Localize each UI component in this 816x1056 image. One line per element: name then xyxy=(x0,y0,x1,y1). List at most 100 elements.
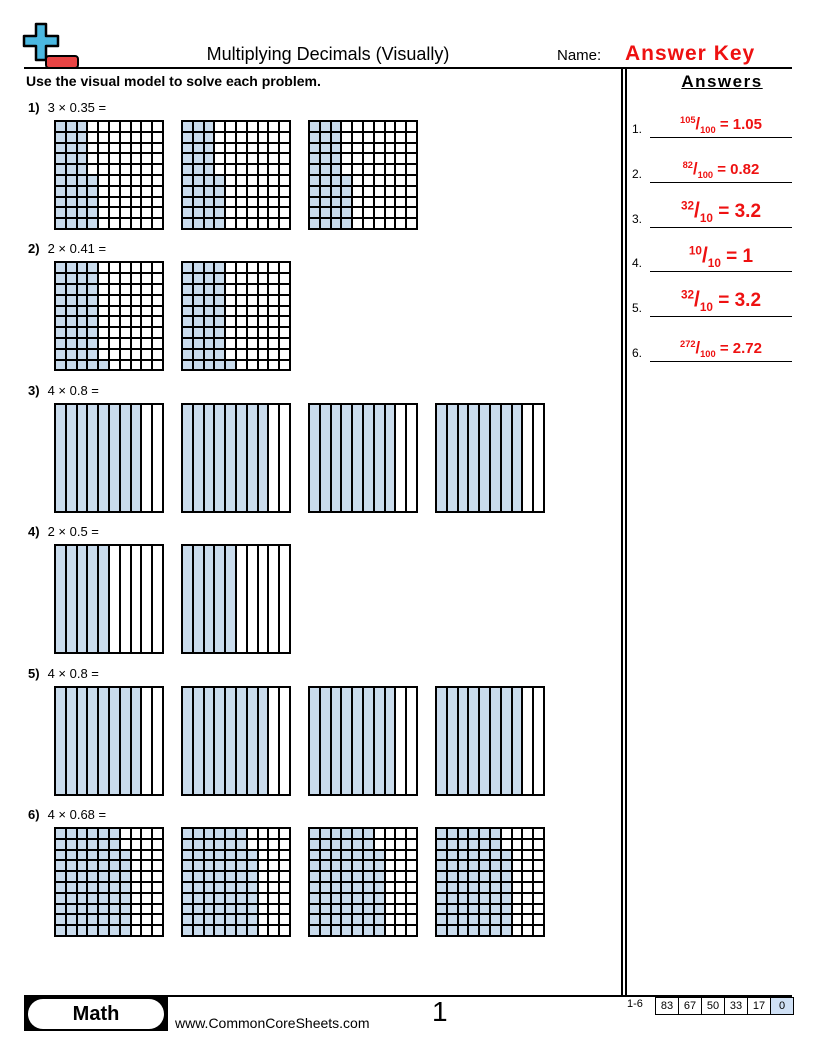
grid-cell xyxy=(87,327,99,338)
grid-cell xyxy=(214,828,226,839)
grid-cell xyxy=(522,828,534,839)
grid-cell xyxy=(214,327,226,338)
grid-cell xyxy=(330,207,342,219)
grid-cell xyxy=(98,185,109,197)
grid-strip xyxy=(436,686,447,795)
grid-cell xyxy=(511,882,523,893)
grid-cell xyxy=(76,838,88,850)
grid-cell xyxy=(268,882,280,893)
grid-strip xyxy=(55,403,66,512)
grid-cell xyxy=(152,305,163,317)
grid-cell xyxy=(395,175,407,186)
grid-cell xyxy=(352,925,363,936)
grid-cell xyxy=(352,121,363,132)
grid-cell xyxy=(309,903,320,915)
grid-cell xyxy=(395,218,407,229)
grid-cell xyxy=(203,153,215,165)
grid-strip xyxy=(479,403,490,512)
grid-cell xyxy=(55,273,66,284)
grid-cell xyxy=(246,218,258,229)
grid-strip xyxy=(268,403,280,512)
grid-cell xyxy=(236,860,247,872)
grid-cell xyxy=(533,892,544,904)
grid-cell xyxy=(395,185,407,197)
grid-cell xyxy=(119,359,131,371)
grid-strip xyxy=(257,545,269,654)
grid-cell xyxy=(395,828,407,839)
grid-cell xyxy=(511,860,523,872)
grid-cell xyxy=(257,196,269,208)
grid-cell xyxy=(152,327,163,338)
grid-cell xyxy=(395,207,407,219)
answer-line xyxy=(650,137,792,138)
grid-cell xyxy=(152,131,163,143)
grid-cell xyxy=(192,871,204,882)
grid-cell xyxy=(236,849,247,861)
grid-cell xyxy=(130,925,142,936)
grid-strip xyxy=(236,403,247,512)
grid-cell xyxy=(109,273,120,284)
grid-cell xyxy=(279,892,290,904)
answer-row: 2. 82/100 = 0.82 xyxy=(632,143,792,183)
grid-cell xyxy=(109,196,120,208)
grid-cell xyxy=(98,131,109,143)
tenths-grid xyxy=(308,402,418,513)
grid-cell xyxy=(246,131,258,143)
grid-cell xyxy=(55,142,66,154)
grid-cell xyxy=(87,273,99,284)
grid-cell xyxy=(87,316,99,328)
grid-cell xyxy=(109,175,120,186)
grid-cell xyxy=(182,121,193,132)
grid-cell xyxy=(446,892,458,904)
grid-cell xyxy=(236,316,247,328)
grid-cell xyxy=(309,175,320,186)
grid-cell xyxy=(119,196,131,208)
grid-cell xyxy=(406,153,417,165)
answers-heading: Answers xyxy=(681,72,763,91)
grid-cell xyxy=(109,153,120,165)
grid-strip xyxy=(457,403,469,512)
grid-cell xyxy=(152,828,163,839)
problem-label: 1) 3 × 0.35 = xyxy=(28,100,106,115)
grid-cell xyxy=(490,871,501,882)
grid-cell xyxy=(279,828,290,839)
answer-number: 5. xyxy=(632,301,643,316)
grid-cell xyxy=(406,892,417,904)
grid-cell xyxy=(384,925,396,936)
grid-cell xyxy=(192,273,204,284)
grid-strip xyxy=(192,403,204,512)
grid-cell xyxy=(98,882,109,893)
grid-cell xyxy=(55,153,66,165)
grid-cell xyxy=(109,903,120,915)
grid-cell xyxy=(98,207,109,219)
grid-cell xyxy=(119,903,131,915)
grid-cell xyxy=(192,914,204,926)
grid-cell xyxy=(268,860,280,872)
grid-cell xyxy=(119,327,131,338)
grid-cell xyxy=(225,892,236,904)
grid-cell xyxy=(341,207,353,219)
grid-cell xyxy=(152,164,163,175)
grid-cell xyxy=(341,218,353,229)
grid-cell xyxy=(182,283,193,295)
grid-cell xyxy=(533,849,544,861)
grid-cell xyxy=(309,131,320,143)
decimal-result: = 2.72 xyxy=(719,340,762,357)
grid-cell xyxy=(98,316,109,328)
grid-cell xyxy=(225,262,236,274)
grid-cell xyxy=(109,207,120,219)
grid-cell xyxy=(109,164,120,175)
grid-cell xyxy=(341,925,353,936)
grid-strip xyxy=(309,686,320,795)
answer-line xyxy=(650,226,792,228)
grid-cell xyxy=(225,871,236,882)
grid-cell xyxy=(436,914,447,926)
grid-cell xyxy=(352,196,363,208)
grid-cell xyxy=(152,196,163,208)
answer-number: 1. xyxy=(632,122,643,136)
grid-cell xyxy=(55,316,66,328)
grid-cell xyxy=(268,121,280,132)
tenths-grid xyxy=(435,685,545,796)
grid-cell xyxy=(152,218,163,229)
grid-cell xyxy=(225,828,236,839)
